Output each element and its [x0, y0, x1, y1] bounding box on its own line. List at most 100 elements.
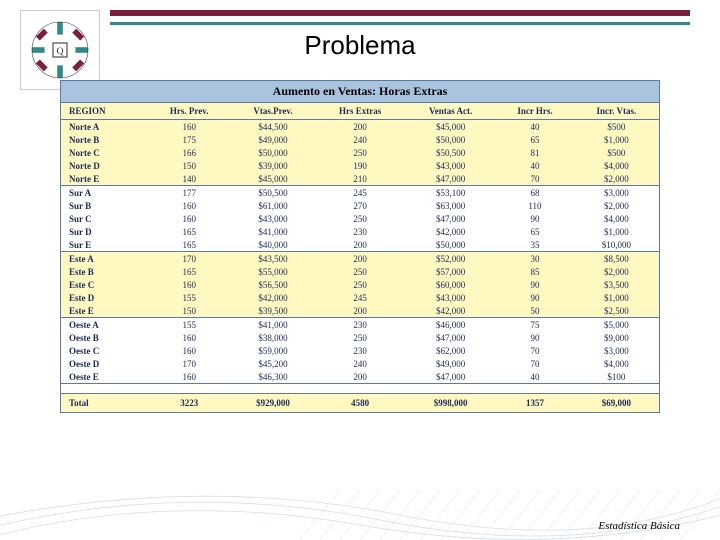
- table-cell: Oeste C: [61, 344, 148, 357]
- table-cell: $39,000: [231, 159, 315, 172]
- table-cell: 210: [315, 172, 405, 186]
- table-cell: $42,000: [405, 304, 496, 318]
- table-row: Sur D165$41,000230$42,00065$1,000: [61, 225, 659, 238]
- table-cell: $41,000: [231, 318, 315, 332]
- table-cell: 230: [315, 225, 405, 238]
- column-header: Hrs. Prev.: [148, 103, 231, 120]
- table-cell: Sur D: [61, 225, 148, 238]
- table-cell: 190: [315, 159, 405, 172]
- table-cell: Sur A: [61, 186, 148, 200]
- table-cell: Sur C: [61, 212, 148, 225]
- total-cell: 3223: [148, 394, 231, 413]
- table-cell: 230: [315, 344, 405, 357]
- table-cell: 250: [315, 146, 405, 159]
- table-cell: $43,000: [405, 291, 496, 304]
- table-cell: Norte D: [61, 159, 148, 172]
- table-cell: 160: [148, 120, 231, 134]
- column-header: Incr. Vtas.: [574, 103, 659, 120]
- table-cell: Norte C: [61, 146, 148, 159]
- table-cell: $9,000: [574, 331, 659, 344]
- table-cell: $100: [574, 370, 659, 384]
- table-cell: $1,000: [574, 225, 659, 238]
- table-cell: $38,000: [231, 331, 315, 344]
- table-cell: $10,000: [574, 238, 659, 252]
- table-row: Este D155$42,000245$43,00090$1,000: [61, 291, 659, 304]
- table-cell: 170: [148, 252, 231, 266]
- table-cell: 230: [315, 318, 405, 332]
- table-cell: Este B: [61, 265, 148, 278]
- table-cell: $60,000: [405, 278, 496, 291]
- total-cell: 1357: [496, 394, 573, 413]
- table-cell: $8,500: [574, 252, 659, 266]
- table-cell: $57,000: [405, 265, 496, 278]
- table-row: Oeste D170$45,200240$49,00070$4,000: [61, 357, 659, 370]
- table-cell: 68: [496, 186, 573, 200]
- data-table-container: Aumento en Ventas: Horas Extras REGIONHr…: [60, 80, 660, 413]
- table-cell: $500: [574, 120, 659, 134]
- table-cell: 250: [315, 212, 405, 225]
- sales-table: REGIONHrs. Prev.Vtas.Prev.Hrs ExtrasVent…: [61, 103, 659, 412]
- table-footer: Total3223$929,0004580$998,0001357$69,000: [61, 384, 659, 413]
- table-cell: 240: [315, 357, 405, 370]
- table-cell: $47,000: [405, 370, 496, 384]
- table-cell: Sur E: [61, 238, 148, 252]
- table-cell: Oeste D: [61, 357, 148, 370]
- table-cell: $59,000: [231, 344, 315, 357]
- table-row: Oeste C160$59,000230$62,00070$3,000: [61, 344, 659, 357]
- table-cell: Sur B: [61, 199, 148, 212]
- table-cell: 40: [496, 159, 573, 172]
- table-row: Este B165$55,000250$57,00085$2,000: [61, 265, 659, 278]
- table-cell: $4,000: [574, 357, 659, 370]
- table-cell: $44,500: [231, 120, 315, 134]
- total-cell: 4580: [315, 394, 405, 413]
- table-cell: 160: [148, 199, 231, 212]
- table-cell: $52,000: [405, 252, 496, 266]
- table-cell: 200: [315, 252, 405, 266]
- table-cell: 160: [148, 212, 231, 225]
- table-cell: 81: [496, 146, 573, 159]
- table-row: Sur E165$40,000200$50,00035$10,000: [61, 238, 659, 252]
- table-header: REGIONHrs. Prev.Vtas.Prev.Hrs ExtrasVent…: [61, 103, 659, 120]
- table-cell: $42,000: [231, 291, 315, 304]
- table-cell: $50,500: [231, 186, 315, 200]
- table-cell: $53,100: [405, 186, 496, 200]
- table-row: Sur C160$43,000250$47,00090$4,000: [61, 212, 659, 225]
- table-cell: $55,000: [231, 265, 315, 278]
- slide-title: Problema: [0, 30, 720, 61]
- table-cell: $43,500: [231, 252, 315, 266]
- table-cell: 160: [148, 331, 231, 344]
- table-cell: $4,000: [574, 212, 659, 225]
- table-cell: $43,000: [231, 212, 315, 225]
- table-cell: $49,000: [231, 133, 315, 146]
- table-cell: 70: [496, 172, 573, 186]
- table-cell: $46,300: [231, 370, 315, 384]
- table-cell: 240: [315, 133, 405, 146]
- table-cell: 150: [148, 304, 231, 318]
- table-cell: $61,000: [231, 199, 315, 212]
- table-cell: 40: [496, 370, 573, 384]
- table-row: Norte D150$39,000190$43,00040$4,000: [61, 159, 659, 172]
- table-cell: $1,000: [574, 291, 659, 304]
- table-cell: $47,000: [405, 331, 496, 344]
- table-cell: 245: [315, 186, 405, 200]
- table-row: Sur B160$61,000270$63,000110$2,000: [61, 199, 659, 212]
- decorative-rule-secondary: [110, 22, 690, 25]
- table-cell: 165: [148, 225, 231, 238]
- footer-text: Estadística Básica: [598, 520, 680, 532]
- table-row: Este E150$39,500200$42,00050$2,500: [61, 304, 659, 318]
- table-cell: $41,000: [231, 225, 315, 238]
- column-header: REGION: [61, 103, 148, 120]
- table-cell: 200: [315, 304, 405, 318]
- column-header: Incr Hrs.: [496, 103, 573, 120]
- table-cell: $1,000: [574, 133, 659, 146]
- table-cell: $4,000: [574, 159, 659, 172]
- table-cell: 200: [315, 120, 405, 134]
- table-cell: $500: [574, 146, 659, 159]
- table-cell: 90: [496, 212, 573, 225]
- table-cell: Este E: [61, 304, 148, 318]
- decorative-rule-top: [110, 10, 690, 16]
- table-cell: 50: [496, 304, 573, 318]
- table-cell: 170: [148, 357, 231, 370]
- table-cell: Norte A: [61, 120, 148, 134]
- table-cell: 90: [496, 291, 573, 304]
